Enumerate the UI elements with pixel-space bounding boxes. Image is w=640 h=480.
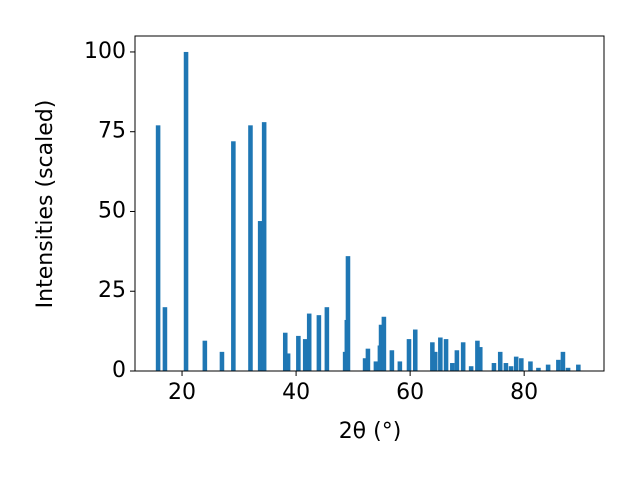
bar [528, 361, 533, 371]
bar [450, 363, 455, 371]
bar [316, 315, 322, 371]
bar [162, 307, 168, 371]
y-tick-label: 25 [98, 278, 126, 303]
bar [497, 351, 503, 371]
bar [556, 359, 561, 371]
bar [576, 364, 581, 371]
x-tick-label: 20 [168, 380, 196, 405]
y-tick-label: 0 [112, 358, 126, 383]
bar [460, 342, 466, 371]
bar [560, 351, 566, 371]
bar [302, 339, 308, 371]
bar [257, 221, 263, 371]
bar [430, 342, 435, 371]
bar [373, 361, 379, 371]
bar [513, 356, 519, 371]
y-tick-label: 75 [98, 119, 126, 144]
bar [231, 141, 236, 371]
bar [397, 361, 403, 371]
bar [491, 363, 497, 371]
bar [412, 329, 418, 371]
bar [345, 256, 351, 371]
bar [389, 350, 395, 371]
bar [306, 313, 312, 371]
x-tick-label: 80 [510, 380, 538, 405]
bar [545, 364, 551, 371]
bar [477, 347, 483, 371]
bar [261, 122, 267, 372]
bar [202, 340, 208, 371]
bar [381, 316, 387, 371]
bar [454, 350, 460, 371]
bar [282, 332, 288, 371]
plot-frame [134, 35, 605, 372]
bar [503, 363, 509, 371]
y-tick-label: 100 [84, 39, 126, 64]
bar [443, 339, 449, 371]
bar [365, 348, 371, 371]
bar [248, 125, 253, 371]
bar [219, 351, 225, 371]
bar [324, 307, 330, 371]
bar [285, 353, 291, 371]
bar [362, 358, 368, 371]
bar [475, 340, 480, 371]
bar [378, 324, 384, 371]
bar [508, 366, 514, 371]
x-tick-label: 40 [282, 380, 310, 405]
y-axis-label: Intensities (scaled) [33, 100, 58, 309]
bar [155, 125, 161, 371]
bar [296, 335, 301, 371]
bar [183, 51, 189, 371]
x-axis-label: 2θ (°) [339, 419, 402, 444]
bar [468, 366, 474, 371]
bar [519, 358, 524, 371]
bar [438, 337, 443, 371]
bar [432, 351, 438, 371]
x-tick-label: 60 [396, 380, 424, 405]
bar [536, 367, 541, 371]
y-tick-label: 50 [98, 198, 126, 223]
bar [565, 367, 571, 371]
bar [406, 339, 412, 371]
